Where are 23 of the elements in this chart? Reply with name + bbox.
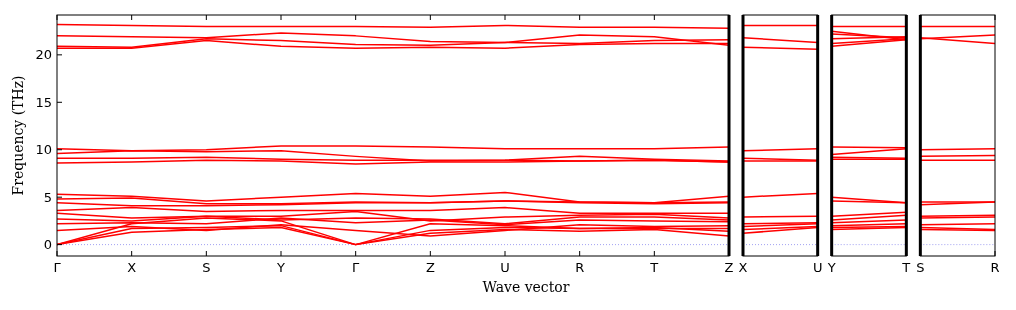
x-tick-label: U <box>500 260 510 275</box>
x-tick-label: Z <box>425 260 435 275</box>
x-tick-label: U <box>812 260 823 275</box>
x-tick-label: X <box>127 260 137 275</box>
x-tick-label: Γ <box>53 260 62 275</box>
x-tick-label: X <box>738 260 748 275</box>
x-tick-label: Y <box>826 260 836 275</box>
y-tick-label: 20 <box>35 47 52 63</box>
x-tick-label: T <box>649 260 659 275</box>
y-tick-label: 10 <box>35 142 52 158</box>
x-tick-label: S <box>916 260 925 275</box>
y-axis-title: Frequency (THz) <box>10 75 26 196</box>
y-tick-label: 5 <box>43 189 52 205</box>
x-tick-label: S <box>202 260 211 275</box>
x-tick-label: Z <box>724 260 734 275</box>
x-tick-label: R <box>575 260 585 275</box>
y-tick-label: 0 <box>43 237 52 253</box>
x-tick-label: R <box>990 260 1000 275</box>
x-tick-label: Γ <box>352 260 361 275</box>
y-tick-label: 15 <box>35 94 52 110</box>
x-tick-label: Y <box>276 260 286 275</box>
x-axis-title: Wave vector <box>482 279 570 295</box>
x-tick-label: T <box>901 260 911 275</box>
